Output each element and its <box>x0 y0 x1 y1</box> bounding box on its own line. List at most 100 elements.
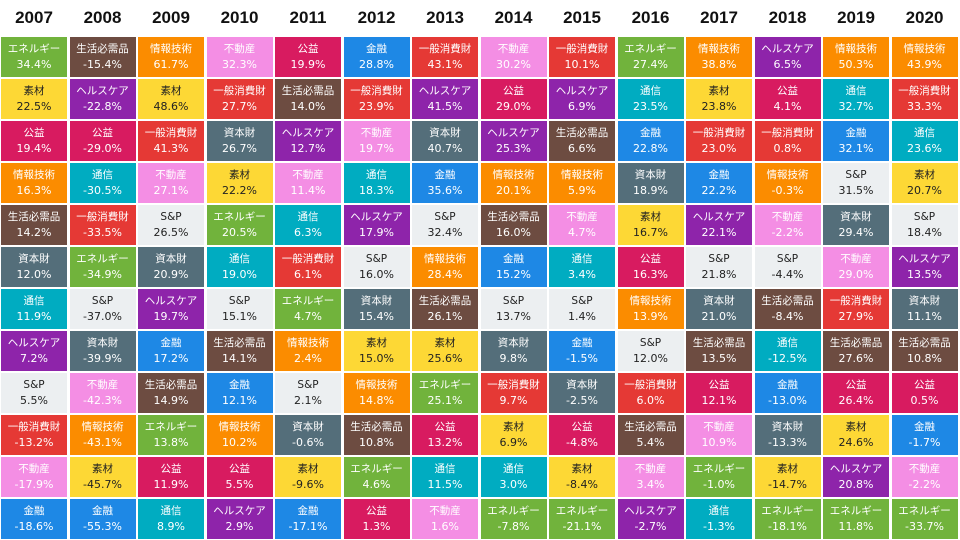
sector-label: 素材 <box>23 85 45 97</box>
quilt-cell: 情報技術 13.9% <box>617 289 684 329</box>
return-value: 25.3% <box>496 142 531 155</box>
sector-label: 資本財 <box>429 127 461 139</box>
sector-label: エネルギー <box>487 505 540 517</box>
quilt-cell: 情報技術 -0.3% <box>754 163 821 203</box>
quilt-cell: エネルギー 4.7% <box>275 289 341 329</box>
sector-label: 一般消費財 <box>624 379 677 391</box>
quilt-cell: 一般消費財 33.3% <box>891 79 958 119</box>
year-header: 2010 <box>220 8 259 27</box>
quilt-cell: 生活必需品 27.6% <box>823 331 889 371</box>
quilt-cell: 一般消費財 23.9% <box>343 79 410 119</box>
quilt-cell: 通信 11.5% <box>412 457 478 497</box>
quilt-cell: S&P 15.1% <box>206 289 273 329</box>
return-value: 22.2% <box>701 184 737 197</box>
quilt-cell: 生活必需品 26.1% <box>412 289 478 329</box>
quilt-cell: 生活必需品 10.8% <box>891 331 958 371</box>
quilt-cell: 情報技術 38.8% <box>686 37 752 77</box>
return-value: 25.6% <box>427 352 463 365</box>
sector-label: 公益 <box>366 505 387 517</box>
sector-label: 公益 <box>708 379 730 391</box>
return-value: 7.2% <box>20 352 48 365</box>
quilt-cell: 通信 -30.5% <box>69 163 136 203</box>
return-value: 16.7% <box>633 226 668 239</box>
quilt-cell: 不動産 1.6% <box>412 499 478 539</box>
return-value: 43.1% <box>427 58 463 71</box>
return-value: 12.1% <box>222 394 257 407</box>
return-value: 15.1% <box>222 310 257 323</box>
year-header: 2017 <box>700 8 738 27</box>
sector-label: 通信 <box>160 505 182 517</box>
return-value: 31.5% <box>838 184 874 197</box>
sector-label: 生活必需品 <box>213 337 266 349</box>
quilt-cell: S&P -4.4% <box>754 247 821 287</box>
return-value: 20.5% <box>222 226 257 239</box>
return-value: 34.4% <box>16 58 52 71</box>
year-header: 2016 <box>631 8 670 27</box>
sector-label: 金融 <box>297 505 319 517</box>
quilt-cell: 通信 11.9% <box>1 289 67 329</box>
sector-label: 素材 <box>571 463 593 475</box>
quilt-cell: 通信 19.0% <box>206 247 273 287</box>
return-value: 33.3% <box>907 100 942 113</box>
return-value: -17.1% <box>288 520 328 533</box>
quilt-cell: 通信 3.0% <box>480 457 547 497</box>
sector-label: 素材 <box>366 337 387 349</box>
quilt-cell: 情報技術 28.4% <box>412 247 478 287</box>
return-value: -39.9% <box>83 352 122 365</box>
return-value: 41.5% <box>427 100 463 113</box>
quilt-cell: ヘルスケア 2.9% <box>206 499 273 539</box>
sector-label: ヘルスケア <box>76 85 129 97</box>
sector-label: 金融 <box>845 127 867 139</box>
sector-label: S&P <box>913 211 936 223</box>
return-value: 26.7% <box>222 142 257 155</box>
sector-label: S&P <box>297 379 319 391</box>
quilt-cell: 情報技術 -43.1% <box>69 415 136 455</box>
return-value: -1.3% <box>703 520 735 533</box>
quilt-cell: S&P 32.4% <box>412 205 478 245</box>
return-value: 50.3% <box>838 58 874 71</box>
return-value: 23.9% <box>359 100 394 113</box>
return-value: 10.8% <box>359 436 394 449</box>
quilt-cell: 生活必需品 14.0% <box>275 79 341 119</box>
sector-label: S&P <box>160 211 182 223</box>
return-value: 19.0% <box>222 268 257 281</box>
return-value: 13.5% <box>907 268 942 281</box>
return-value: -33.5% <box>83 226 122 239</box>
sector-label: 生活必需品 <box>281 85 335 97</box>
sector-label: ヘルスケア <box>692 211 746 223</box>
year-header: 2020 <box>905 8 944 27</box>
return-value: 19.7% <box>359 142 394 155</box>
quilt-cell: S&P 1.4% <box>549 289 615 329</box>
quilt-cell: 一般消費財 43.1% <box>412 37 478 77</box>
sector-label: S&P <box>571 295 593 307</box>
quilt-cell: 金融 12.1% <box>206 373 273 413</box>
return-value: 2.4% <box>294 352 322 365</box>
quilt-cell: 不動産 4.7% <box>549 205 615 245</box>
return-value: 6.9% <box>499 436 528 449</box>
sector-label: 金融 <box>160 337 182 349</box>
return-value: 40.7% <box>427 142 463 155</box>
return-value: -1.0% <box>703 478 735 491</box>
sector-label: 金融 <box>914 421 935 433</box>
return-value: 5.4% <box>636 436 665 449</box>
return-value: -45.7% <box>83 478 122 491</box>
quilt-cell: ヘルスケア 19.7% <box>138 289 204 329</box>
sector-label: 金融 <box>23 505 45 517</box>
sector-label: 資本財 <box>86 337 119 349</box>
year-header: 2014 <box>494 8 533 27</box>
return-value: 13.8% <box>153 436 189 449</box>
sector-label: 資本財 <box>771 421 804 433</box>
return-value: 16.0% <box>496 226 531 239</box>
sector-label: 不動産 <box>86 379 119 391</box>
return-value: 32.3% <box>222 58 257 71</box>
quilt-cell: 情報技術 5.9% <box>549 163 615 203</box>
return-value: 6.9% <box>568 100 596 113</box>
sector-label: エネルギー <box>350 463 403 475</box>
quilt-cell: 資本財 18.9% <box>617 163 684 203</box>
sector-label: 素材 <box>640 211 661 223</box>
quilt-cell: 金融 17.2% <box>138 331 204 371</box>
return-value: 19.4% <box>16 142 52 155</box>
quilt-cell: 金融 22.8% <box>617 121 684 161</box>
sector-label: 生活必需品 <box>624 421 677 433</box>
return-value: 22.1% <box>701 226 737 239</box>
